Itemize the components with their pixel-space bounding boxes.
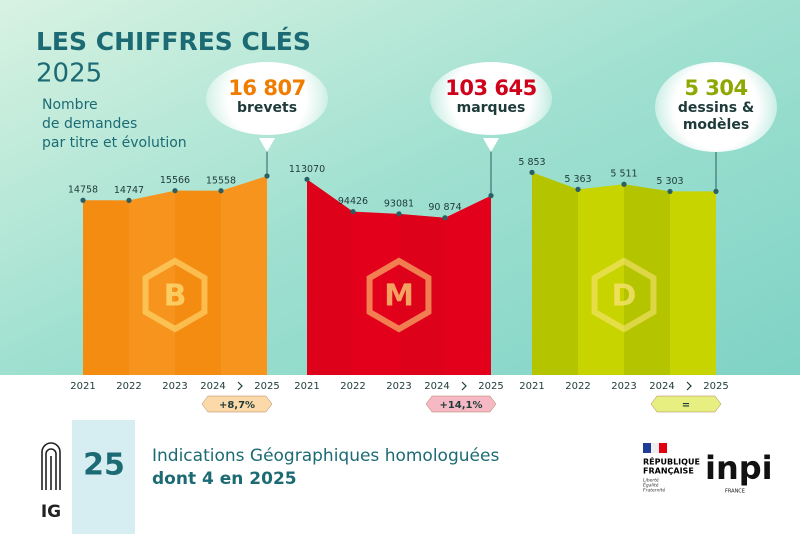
point <box>396 211 402 217</box>
year: 2025 <box>36 59 102 89</box>
x-tick-label: 2021 <box>70 381 95 392</box>
callout-value: 16 807 <box>228 76 306 100</box>
point <box>621 181 627 187</box>
callout-value: 103 645 <box>445 76 537 100</box>
value-label: 15566 <box>160 175 190 186</box>
arrow <box>461 381 467 391</box>
x-tick-label: 2022 <box>565 381 590 392</box>
inpi-logo: inpi <box>705 449 773 487</box>
x-tick-label: 2024 <box>424 381 449 392</box>
change-label: +8,7% <box>219 400 255 411</box>
ig-label: IG <box>41 502 61 522</box>
flag <box>651 443 659 453</box>
value-label: 93081 <box>384 198 414 209</box>
x-tick-label: 2022 <box>116 381 141 392</box>
flag <box>643 443 651 453</box>
point <box>172 188 178 194</box>
icon-hex <box>142 257 208 333</box>
point <box>667 188 673 195</box>
change-label: = <box>682 400 690 411</box>
callout-value: 5 304 <box>684 76 748 100</box>
republique: FRANÇAISE <box>643 467 694 476</box>
change-badge <box>201 395 273 413</box>
x-tick-label: 2025 <box>478 381 503 392</box>
value-label: 5 363 <box>564 174 591 185</box>
inpi-country: FRANCE <box>725 489 745 495</box>
value-label: 90 874 <box>428 202 461 213</box>
point <box>218 188 224 194</box>
devise: Fraternité <box>643 487 665 494</box>
subtitle: par titre et évolution <box>42 135 187 151</box>
value-label: 5 303 <box>656 176 683 187</box>
x-tick-label: 2023 <box>162 381 187 392</box>
x-tick-label: 2024 <box>200 381 225 392</box>
point <box>442 215 448 221</box>
ig-count: 25 <box>83 448 125 483</box>
republique: RÉPUBLIQUE <box>643 456 700 467</box>
x-tick-label: 2023 <box>611 381 636 392</box>
point <box>350 208 356 215</box>
ig-sub: dont 4 en 2025 <box>152 469 297 489</box>
x-tick-label: 2022 <box>340 381 365 392</box>
arrow <box>237 381 243 391</box>
x-tick-label: 2025 <box>254 381 279 392</box>
x-tick-label: 2024 <box>649 381 674 392</box>
devise: Liberté <box>643 477 659 484</box>
band-shade <box>399 213 445 375</box>
change-badge <box>650 395 722 413</box>
band-shade <box>532 172 578 375</box>
point <box>80 197 86 203</box>
band-shade <box>83 200 129 375</box>
devise: Égalité <box>643 481 659 489</box>
flag <box>659 443 667 453</box>
value-label: 113070 <box>289 164 325 175</box>
callout-pointer <box>259 138 275 152</box>
band-shade <box>175 190 221 375</box>
icon-letter: M <box>384 279 414 314</box>
callout: 103 645 marques <box>430 62 552 135</box>
arrow <box>686 381 692 391</box>
point <box>575 186 581 192</box>
subtitle: Nombre <box>42 97 98 113</box>
icon-letter: D <box>612 279 637 314</box>
icon-hex <box>366 257 432 333</box>
area <box>83 175 267 375</box>
series-name: dessins & modèles <box>677 100 755 133</box>
ig-text: Indications Géographiques homologuées <box>152 446 499 466</box>
area <box>532 172 716 375</box>
ig-icon <box>41 442 61 490</box>
callout-pointer <box>483 138 499 152</box>
change-badge <box>425 395 497 413</box>
value-label: 5 511 <box>610 169 637 180</box>
callout: 5 304 dessins & modèles <box>655 62 777 152</box>
point <box>126 197 132 203</box>
icon-letter: B <box>164 279 187 314</box>
value-label: 94426 <box>338 196 368 207</box>
x-tick-label: 2021 <box>294 381 319 392</box>
callout: 16 807 brevets <box>206 62 328 135</box>
ig-box <box>72 420 135 534</box>
band-shade <box>307 179 353 375</box>
value-label: 14747 <box>114 185 144 196</box>
series-name: marques <box>456 100 526 116</box>
value-label: 14758 <box>68 185 98 196</box>
area <box>307 179 491 375</box>
change-label: +14,1% <box>439 400 482 411</box>
value-label: 5 853 <box>518 157 545 168</box>
x-tick-label: 2021 <box>519 381 544 392</box>
subtitle: de demandes <box>42 116 137 132</box>
point <box>529 169 535 175</box>
point <box>304 176 310 182</box>
series-name: brevets <box>236 100 298 116</box>
value-label: 15558 <box>206 175 236 186</box>
x-tick-label: 2025 <box>703 381 728 392</box>
x-tick-label: 2023 <box>386 381 411 392</box>
title: LES CHIFFRES CLÉS <box>36 27 311 56</box>
icon-hex <box>591 257 657 333</box>
band-shade <box>624 184 670 375</box>
